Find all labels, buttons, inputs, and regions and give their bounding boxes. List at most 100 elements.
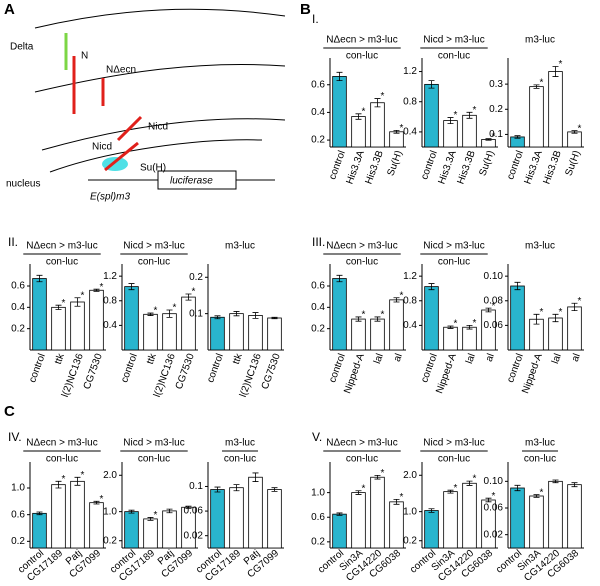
x-tick-label: al: [484, 352, 497, 363]
chart-title: m3-luc: [225, 241, 255, 252]
significance-mark: *: [492, 131, 496, 142]
bar: [162, 510, 177, 549]
bar: [32, 512, 47, 549]
nicd-bar: [104, 141, 139, 172]
significance-mark: *: [454, 319, 458, 330]
error-bar: [252, 312, 259, 319]
x-tick-label: ttk: [145, 351, 159, 366]
error-bar: [214, 486, 221, 493]
error-bar: [374, 474, 381, 480]
bar: [70, 480, 85, 549]
significance-mark: *: [154, 510, 158, 521]
y-tick-label: 0.2: [489, 104, 503, 115]
error-bar: [428, 508, 435, 513]
bar: [443, 491, 458, 549]
significance-mark: *: [381, 310, 385, 321]
chart-subtitle: con-luc: [346, 51, 378, 62]
bar: [32, 278, 47, 351]
label: Nicd: [92, 142, 112, 153]
error-bar: [166, 508, 173, 514]
y-tick-label: 0.2: [403, 535, 417, 546]
significance-mark: *: [192, 287, 196, 298]
membrane: [34, 63, 286, 93]
bar: [248, 476, 263, 549]
label: Delta: [10, 42, 34, 53]
section-label: III.: [312, 235, 325, 249]
error-bar: [393, 130, 400, 134]
significance-mark: *: [578, 296, 582, 307]
chart-title: NΔecn > m3-luc: [326, 241, 397, 252]
chart-subtitle: con-luc: [438, 51, 470, 62]
significance-mark: *: [100, 494, 104, 505]
y-tick-label: 0.8: [103, 295, 117, 306]
chart-title: m3-luc: [525, 241, 555, 252]
error-bar: [466, 480, 473, 486]
significance-mark: *: [559, 307, 563, 318]
bar: [548, 480, 563, 549]
error-bar: [485, 138, 492, 141]
chart-title: NΔecn > m3-luc: [26, 438, 97, 449]
significance-mark: *: [400, 123, 404, 134]
bar: [443, 326, 458, 351]
x-tick-label: His3.3B: [455, 149, 477, 186]
error-bar: [271, 316, 278, 320]
y-tick-label: 0.6: [311, 512, 325, 523]
significance-mark: *: [81, 290, 85, 301]
error-bar: [466, 324, 473, 330]
error-bar: [93, 500, 100, 505]
significance-mark: *: [100, 282, 104, 293]
x-tick-label: control: [419, 149, 440, 181]
y-tick-label: 0.4: [403, 320, 417, 331]
x-tick-label: His3.3B: [363, 149, 385, 186]
significance-mark: *: [381, 91, 385, 102]
chart-subtitle: con-luc: [46, 257, 78, 268]
bar: [351, 116, 366, 148]
y-tick-label: 0.8: [403, 96, 417, 107]
x-tick-label: lal: [464, 352, 478, 365]
diagram: [34, 8, 286, 190]
bar: [248, 315, 263, 351]
reporter-box: [157, 170, 237, 190]
chart-subtitle: con-luc: [138, 257, 170, 268]
y-tick-label: 0.1: [489, 129, 503, 140]
label: Su(H): [140, 163, 166, 174]
x-tick-label: His3.3B: [541, 149, 563, 186]
error-bar: [147, 517, 154, 521]
error-bar: [514, 281, 521, 291]
panel-letter: C: [4, 403, 15, 420]
chart-title: NΔecn > m3-luc: [326, 438, 397, 449]
bar: [89, 289, 104, 351]
panel-letter: A: [4, 1, 15, 18]
y-tick-label: 0.4: [311, 107, 325, 118]
section-label: IV.: [8, 430, 22, 444]
y-tick-label: 0.1: [189, 308, 203, 319]
y-tick-label: 0.3: [489, 79, 503, 90]
error-bar: [533, 494, 540, 498]
y-tick-label: 0.2: [189, 272, 203, 283]
error-bar: [447, 117, 454, 125]
y-tick-label: 0.4: [311, 302, 325, 313]
significance-mark: *: [400, 492, 404, 503]
bar: [567, 484, 582, 549]
significance-mark: *: [454, 110, 458, 121]
y-tick-label: 1.0: [103, 506, 117, 517]
y-tick-label: 0.2: [311, 323, 325, 334]
error-bar: [166, 309, 173, 318]
error-bar: [74, 476, 81, 486]
bar: [351, 318, 366, 351]
error-bar: [571, 302, 578, 312]
x-tick-label: CG7530: [174, 352, 197, 391]
y-tick-label: 0.2: [11, 323, 25, 334]
chart-subtitle: con-luc: [346, 257, 378, 268]
significance-mark: *: [381, 468, 385, 479]
y-tick-label: 0.2: [311, 135, 325, 146]
chart-subtitle: con-luc: [524, 454, 556, 465]
bar: [267, 489, 282, 549]
bar: [51, 484, 66, 549]
label: E(spl)m3: [90, 192, 130, 203]
chart-title: Nicd > m3-luc: [123, 438, 184, 449]
error-bar: [374, 316, 381, 322]
error-bar: [374, 98, 381, 108]
y-tick-label: 0.06: [184, 506, 204, 517]
chart-subtitle: con-luc: [346, 454, 378, 465]
